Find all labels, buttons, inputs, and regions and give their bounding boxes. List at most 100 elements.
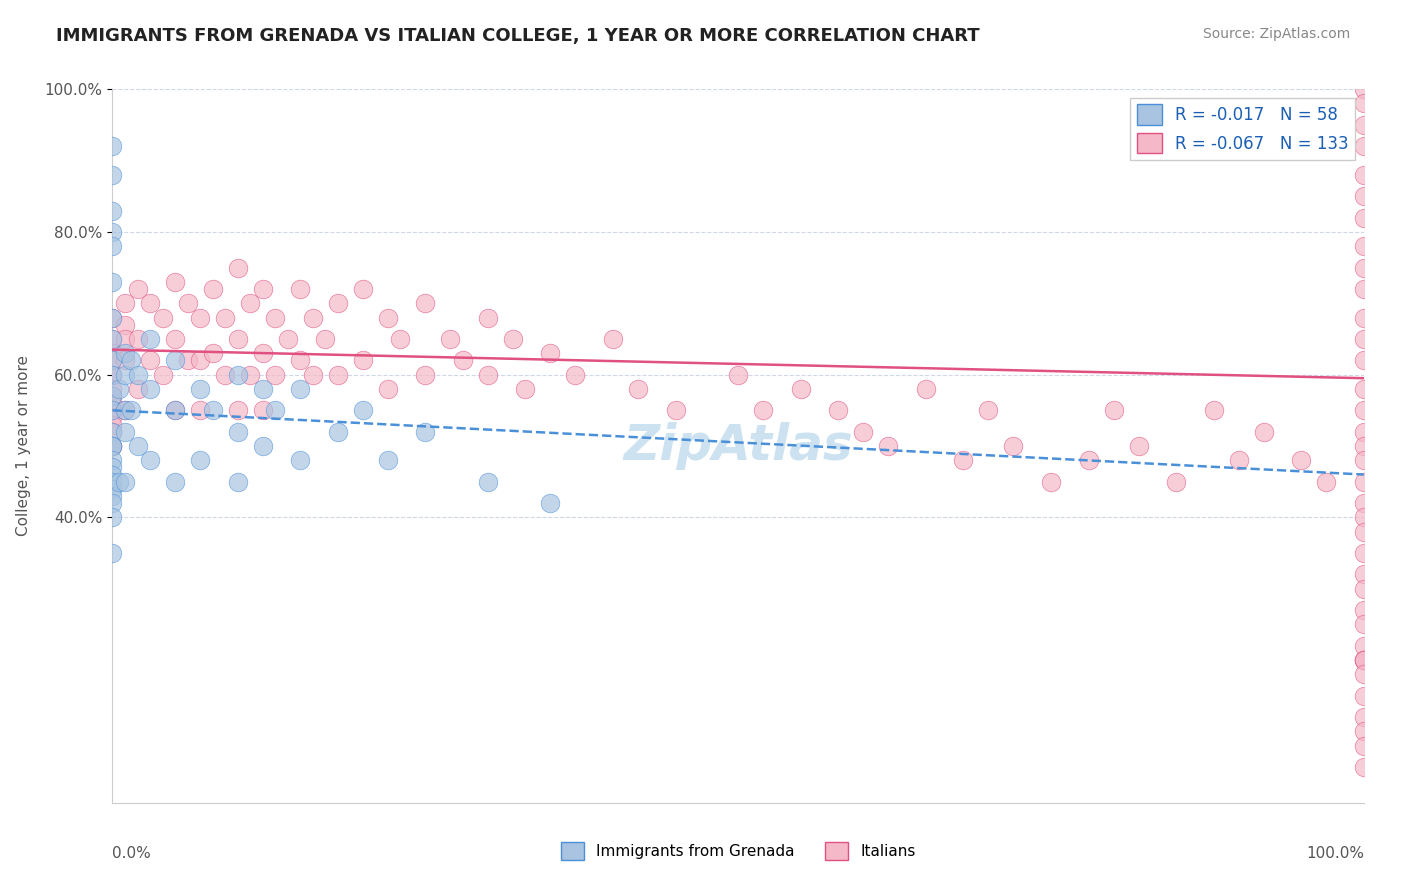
Point (352, 282, 374, 296)
Text: Source: ZipAtlas.com: Source: ZipAtlas.com (1202, 27, 1350, 41)
Point (1353, 667, 1375, 681)
Point (1353, 282, 1375, 296)
Point (101, 310, 124, 325)
Point (114, 403, 136, 417)
Point (290, 353, 312, 368)
Point (239, 296, 262, 310)
Point (277, 332, 299, 346)
Point (1353, 653, 1375, 667)
Point (101, 368, 124, 382)
Point (1353, 189, 1375, 203)
Point (252, 403, 274, 417)
Point (101, 453, 124, 467)
Point (602, 332, 624, 346)
Point (101, 439, 124, 453)
Point (1128, 439, 1150, 453)
Text: ZipAtlas: ZipAtlas (623, 422, 853, 470)
Point (827, 403, 849, 417)
Point (101, 425, 124, 439)
Point (1353, 425, 1375, 439)
Point (114, 296, 136, 310)
Point (139, 382, 162, 396)
Point (377, 382, 399, 396)
Point (1353, 82, 1375, 96)
Point (101, 389, 124, 403)
Point (101, 203, 124, 218)
Point (252, 382, 274, 396)
Point (1353, 567, 1375, 582)
Point (1353, 353, 1375, 368)
Point (226, 425, 249, 439)
Point (1353, 603, 1375, 617)
Point (952, 453, 974, 467)
Point (226, 368, 249, 382)
Point (301, 368, 323, 382)
Point (1353, 96, 1375, 111)
Legend: Immigrants from Grenada, Italians: Immigrants from Grenada, Italians (555, 836, 921, 866)
Point (301, 310, 323, 325)
Point (290, 453, 312, 467)
Point (1353, 639, 1375, 653)
Point (107, 382, 129, 396)
Point (163, 275, 186, 289)
Point (176, 296, 198, 310)
Point (413, 368, 436, 382)
Point (163, 332, 186, 346)
Point (114, 475, 136, 489)
Point (163, 403, 186, 417)
Point (1353, 239, 1375, 253)
Point (290, 382, 312, 396)
Point (226, 403, 249, 417)
Point (1227, 453, 1250, 467)
Point (727, 368, 749, 382)
Point (852, 425, 875, 439)
Point (439, 332, 461, 346)
Point (127, 282, 149, 296)
Point (1077, 453, 1099, 467)
Point (477, 475, 499, 489)
Point (188, 453, 211, 467)
Point (1353, 260, 1375, 275)
Point (413, 296, 436, 310)
Text: IMMIGRANTS FROM GRENADA VS ITALIAN COLLEGE, 1 YEAR OR MORE CORRELATION CHART: IMMIGRANTS FROM GRENADA VS ITALIAN COLLE… (56, 27, 980, 45)
Point (1353, 211, 1375, 225)
Point (114, 353, 136, 368)
Point (377, 453, 399, 467)
Point (139, 332, 162, 346)
Point (101, 439, 124, 453)
Point (101, 275, 124, 289)
Point (139, 453, 162, 467)
Point (127, 439, 149, 453)
Point (101, 410, 124, 425)
Point (627, 382, 650, 396)
Point (1353, 739, 1375, 753)
Point (314, 332, 336, 346)
Point (1353, 510, 1375, 524)
Point (114, 425, 136, 439)
Point (1353, 118, 1375, 132)
Point (163, 403, 186, 417)
Point (264, 403, 287, 417)
Point (101, 353, 124, 368)
Point (252, 346, 274, 360)
Point (1353, 496, 1375, 510)
Point (127, 368, 149, 382)
Point (1353, 403, 1375, 417)
Point (1353, 653, 1375, 667)
Point (538, 496, 561, 510)
Point (120, 353, 142, 368)
Point (101, 389, 124, 403)
Point (477, 310, 499, 325)
Point (101, 510, 124, 524)
Point (515, 382, 537, 396)
Point (101, 368, 124, 382)
Point (226, 475, 249, 489)
Point (201, 282, 224, 296)
Point (114, 368, 136, 382)
Point (114, 318, 136, 332)
Point (101, 439, 124, 453)
Point (290, 282, 312, 296)
Point (564, 368, 586, 382)
Point (101, 332, 124, 346)
Point (326, 368, 349, 382)
